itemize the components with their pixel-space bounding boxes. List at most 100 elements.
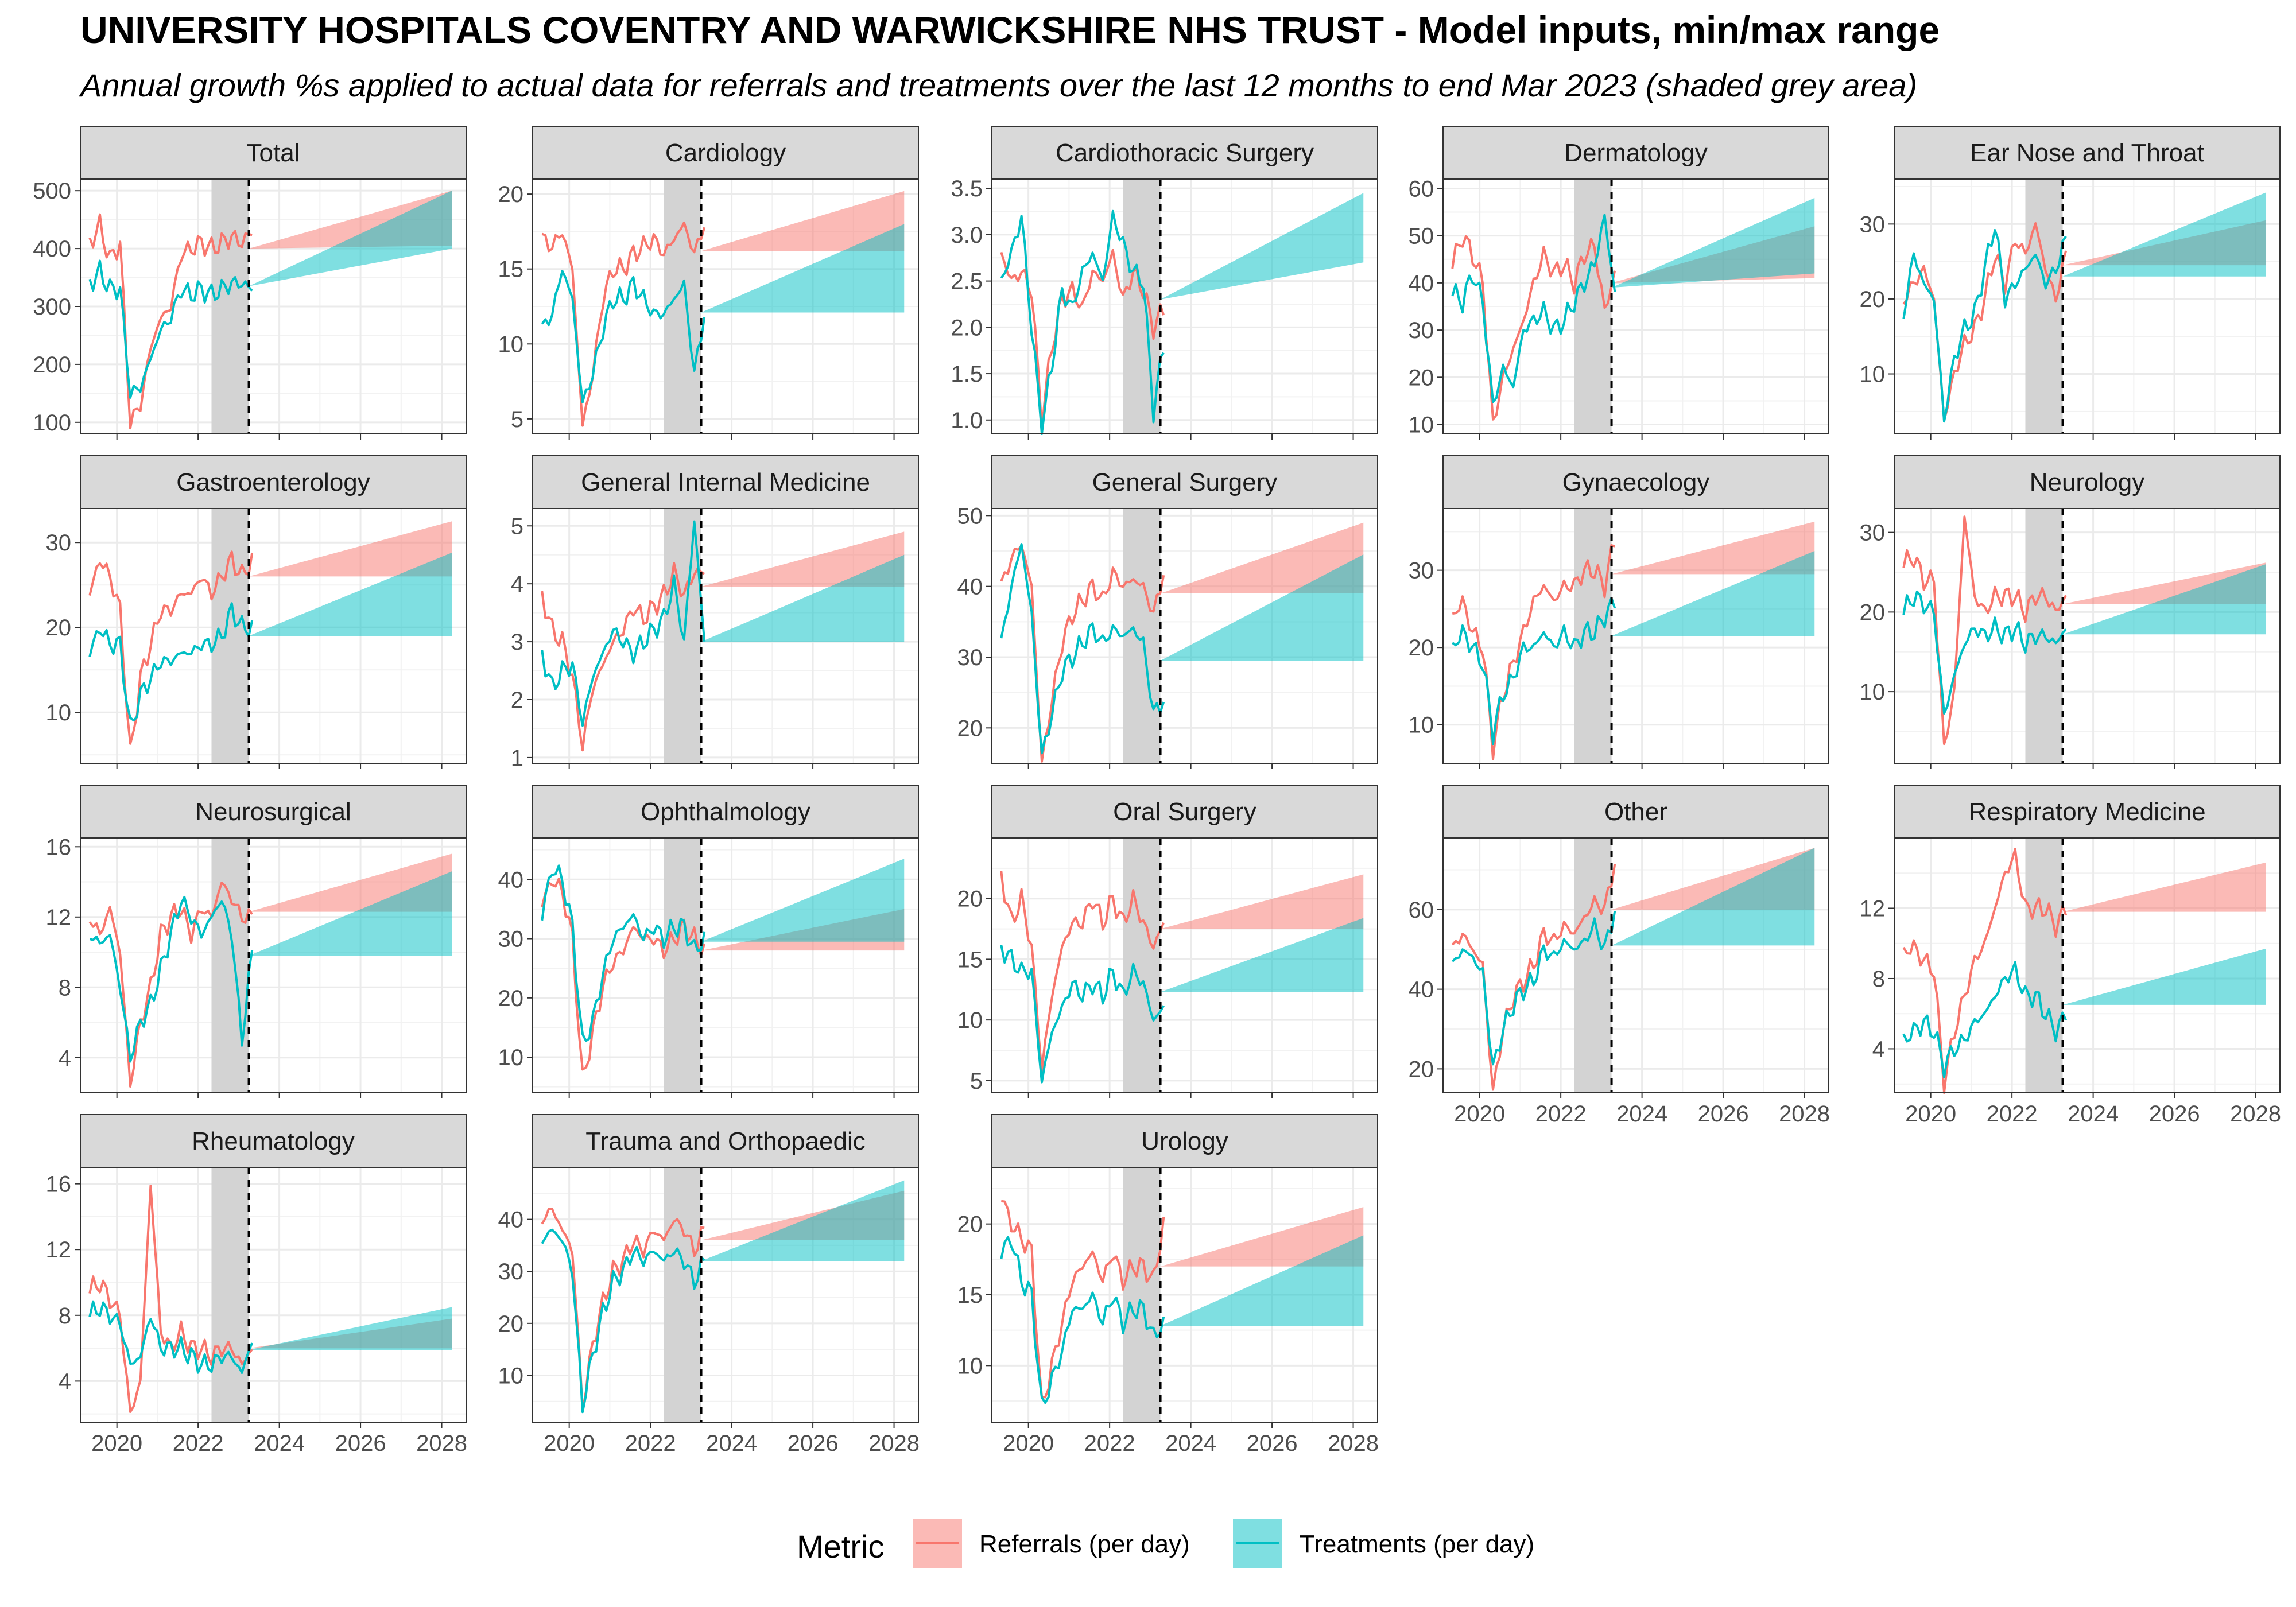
strip <box>991 126 1378 180</box>
treatments-line <box>88 602 254 722</box>
panel-general-surgery: General Surgery 20 30 40 50 <box>957 455 1378 769</box>
treatments-line <box>1000 209 1165 435</box>
treatments-band <box>701 1180 905 1261</box>
y-tick-label: 60 <box>1409 898 1434 923</box>
shaded-period <box>664 179 701 434</box>
treatments-band <box>249 1307 452 1350</box>
y-tick-label: 400 <box>33 236 71 262</box>
panel-border <box>1894 837 2281 1093</box>
referrals-band <box>701 531 905 587</box>
panel-total: Total 100 200 300 400 500 <box>33 126 467 440</box>
referrals-band <box>1160 874 1364 929</box>
y-tick-label: 1 <box>511 746 523 771</box>
x-tick-label: 2022 <box>1535 1101 1587 1127</box>
referrals-line <box>1000 545 1165 763</box>
treatments-line <box>541 520 706 727</box>
panel-gynaecology: Gynaecology 10 20 30 <box>1409 455 1829 769</box>
referrals-band <box>1611 521 1815 575</box>
y-tick-label: 3.0 <box>951 223 983 248</box>
y-tick-label: 300 <box>33 294 71 320</box>
strip-label: Dermatology <box>1564 139 1707 167</box>
strip-label: General Internal Medicine <box>581 468 870 496</box>
page-subtitle: Annual growth %s applied to actual data … <box>80 67 1918 103</box>
shaded-period <box>1123 1167 1161 1422</box>
referrals-line <box>1452 544 1615 760</box>
y-tick-label: 1.0 <box>951 408 983 433</box>
referrals-band <box>1160 1207 1364 1267</box>
strip-label: Rheumatology <box>192 1127 355 1155</box>
y-tick-label: 50 <box>1409 224 1434 249</box>
panel-border <box>1894 178 2281 434</box>
referrals-line <box>1451 864 1616 1091</box>
x-tick-label: 2028 <box>868 1431 920 1456</box>
treatments-line <box>541 1228 705 1414</box>
strip <box>1442 785 1829 839</box>
y-tick-label: 20 <box>957 1212 983 1237</box>
y-tick-label: 5 <box>511 514 523 539</box>
y-tick-label: 30 <box>1409 318 1434 343</box>
panel-border <box>532 1167 919 1423</box>
panel-border <box>1442 178 1829 434</box>
x-tick-label: 2026 <box>2149 1101 2200 1127</box>
y-tick-label: 30 <box>498 1259 524 1284</box>
shaded-period <box>664 1167 701 1422</box>
y-tick-label: 4 <box>1872 1037 1885 1062</box>
y-tick-label: 12 <box>46 905 72 930</box>
shaded-period <box>664 838 701 1093</box>
panel-cardiothoracic-surgery: Cardiothoracic Surgery 1.0 1.5 2.0 2.5 3.0 3.5 <box>951 126 1378 440</box>
x-tick-label: 2020 <box>1905 1101 1956 1127</box>
strip <box>1894 455 2281 509</box>
panel-trauma-and-orthopaedic: Trauma and Orthopaedic 10 20 30 40 2020 2022 20… <box>498 1114 920 1456</box>
y-tick-label: 20 <box>957 887 983 912</box>
x-tick-label: 2028 <box>416 1431 467 1456</box>
treatments-band <box>249 191 452 286</box>
shaded-period <box>2025 838 2063 1093</box>
shaded-period <box>211 179 249 434</box>
page-title: UNIVERSITY HOSPITALS COVENTRY AND WARWIC… <box>80 9 1940 51</box>
panel-border <box>991 837 1378 1093</box>
x-tick-label: 2024 <box>2068 1101 2119 1127</box>
treatments-band <box>1611 197 1815 288</box>
y-tick-label: 15 <box>957 1283 983 1308</box>
treatments-band <box>701 224 905 313</box>
panel-border <box>1442 508 1829 764</box>
treatments-band <box>249 552 452 636</box>
y-tick-label: 4 <box>511 572 523 597</box>
panel-border <box>991 178 1378 434</box>
y-tick-label: 10 <box>957 1353 983 1379</box>
treatments-line <box>541 864 706 1042</box>
y-tick-label: 5 <box>511 407 523 432</box>
legend: Metric Referrals (per day) Treatments (per… <box>797 1519 1534 1568</box>
strip-label: Ophthalmology <box>641 798 810 826</box>
y-tick-label: 40 <box>498 867 524 892</box>
x-tick-label: 2024 <box>1616 1101 1667 1127</box>
y-tick-label: 40 <box>1409 271 1434 296</box>
x-tick-label: 2026 <box>1698 1101 1749 1127</box>
treatments-line <box>1902 590 2067 715</box>
y-tick-label: 30 <box>1409 558 1434 584</box>
panel-border <box>1894 508 2281 764</box>
y-tick-label: 10 <box>1409 713 1434 738</box>
strip <box>1894 785 2281 839</box>
y-tick-label: 10 <box>498 332 524 357</box>
y-tick-label: 2 <box>511 688 523 713</box>
treatments-line <box>1902 229 2067 423</box>
y-tick-label: 40 <box>1409 977 1434 1003</box>
y-tick-label: 12 <box>46 1237 72 1263</box>
y-tick-label: 10 <box>1409 413 1434 438</box>
y-tick-label: 20 <box>46 615 72 641</box>
strip <box>80 785 467 839</box>
strip <box>991 785 1378 839</box>
panel-ophthalmology: Ophthalmology 10 20 30 40 <box>498 785 919 1098</box>
y-tick-label: 20 <box>498 182 524 207</box>
panel-neurosurgical: Neurosurgical 4 8 12 16 <box>46 785 467 1098</box>
treatments-line <box>1451 214 1616 403</box>
shaded-period <box>1123 179 1161 434</box>
treatments-band <box>701 859 905 942</box>
y-tick-label: 20 <box>1409 635 1434 661</box>
y-tick-label: 10 <box>957 1008 983 1033</box>
legend-title: Metric <box>797 1528 884 1565</box>
x-tick-label: 2020 <box>91 1431 142 1456</box>
treatments-line <box>88 259 253 399</box>
